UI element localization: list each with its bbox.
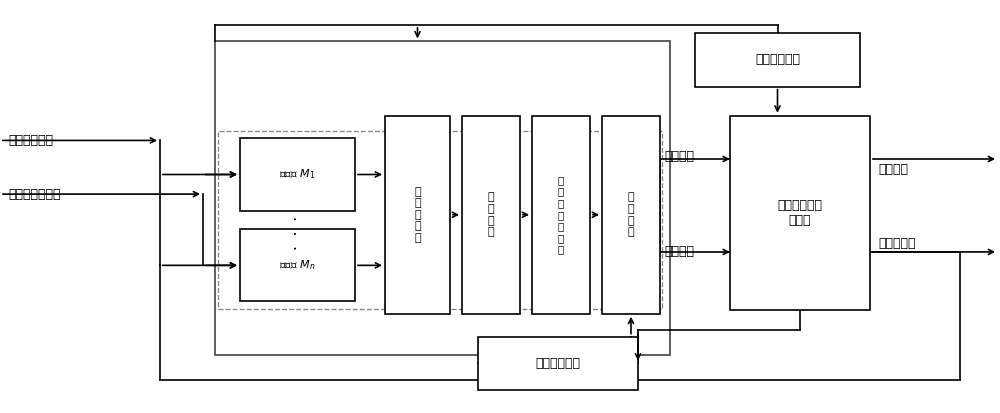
Bar <box>478 337 638 390</box>
Text: 多
模
型
加
权: 多 模 型 加 权 <box>414 187 421 243</box>
Bar <box>462 116 520 314</box>
Bar <box>385 116 450 314</box>
Text: 燃料利用率: 燃料利用率 <box>878 237 916 250</box>
Bar <box>532 116 590 314</box>
Text: ·  ·  ·: · · · <box>290 216 305 250</box>
Text: 空气流量: 空气流量 <box>664 245 694 259</box>
Text: 子模型 $M_n$: 子模型 $M_n$ <box>279 259 316 272</box>
Text: 卡尔曼滤波器: 卡尔曼滤波器 <box>535 357 580 370</box>
Text: 氢气流量: 氢气流量 <box>664 150 694 164</box>
Text: 带
约
束
性
能
指
标: 带 约 束 性 能 指 标 <box>558 175 564 254</box>
Text: 额定输出电压: 额定输出电压 <box>8 134 53 147</box>
Bar <box>218 131 662 309</box>
Text: 预
测
模
型: 预 测 模 型 <box>488 192 494 237</box>
Bar <box>602 116 660 314</box>
Text: 设定燃料利用率: 设定燃料利用率 <box>8 188 60 201</box>
Text: 状
态
校
正: 状 态 校 正 <box>628 192 634 237</box>
Text: 子模型 $M_1$: 子模型 $M_1$ <box>279 168 316 181</box>
Text: 固体氧化物燃
料电池: 固体氧化物燃 料电池 <box>778 199 822 227</box>
Bar <box>730 116 870 310</box>
Bar <box>215 41 670 355</box>
Bar <box>240 138 355 211</box>
Text: 输出电压: 输出电压 <box>878 163 908 176</box>
Bar <box>240 229 355 301</box>
Text: 电阻负载扰动: 电阻负载扰动 <box>755 53 800 66</box>
Bar <box>695 33 860 87</box>
